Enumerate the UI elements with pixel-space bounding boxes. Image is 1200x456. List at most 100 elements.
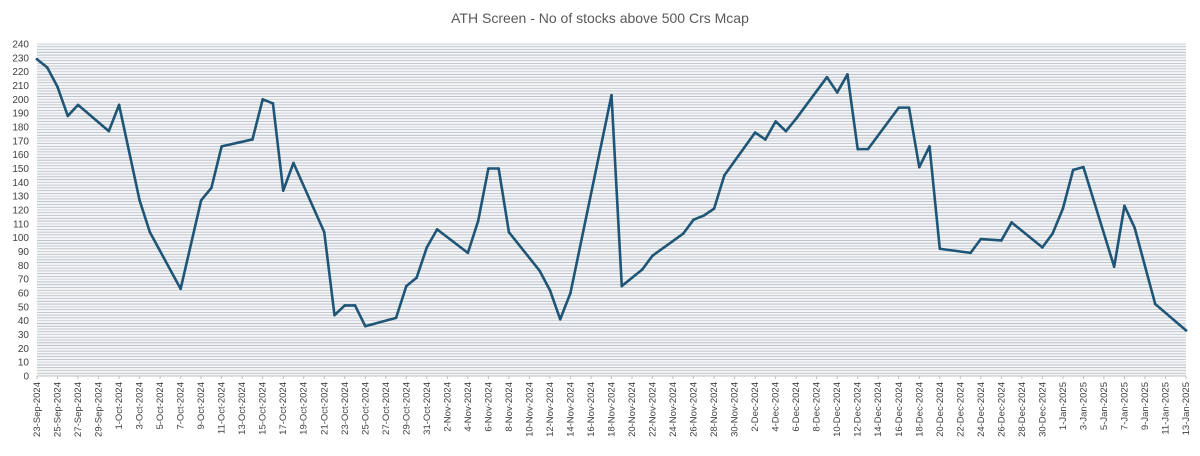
data-point (117, 103, 121, 107)
data-point (1071, 168, 1075, 172)
x-tick-label: 16-Nov-2024 (586, 382, 597, 437)
x-tick-label: 26-Dec-2024 (996, 382, 1007, 437)
y-tick-label: 230 (12, 53, 29, 64)
data-point (692, 218, 695, 221)
y-tick-label: 170 (12, 136, 29, 147)
data-point (969, 251, 972, 255)
x-tick-label: 23-Oct-2024 (340, 382, 351, 435)
data-point (394, 316, 398, 320)
y-axis: 0 10 20 30 40 50 60 70 80 90 100 110 120 130 140 150 160… (12, 40, 29, 383)
y-tick-label: 40 (18, 316, 30, 327)
data-point (353, 304, 357, 307)
x-tick-label: 20-Nov-2024 (627, 382, 638, 437)
data-point (938, 247, 942, 251)
x-tick-label: 2-Nov-2024 (442, 382, 453, 432)
data-point (281, 189, 285, 192)
x-tick-label: 22-Dec-2024 (955, 382, 966, 437)
x-tick-label: 6-Nov-2024 (483, 382, 494, 432)
data-point (558, 317, 562, 321)
data-point (1123, 204, 1126, 208)
x-tick-label: 3-Jan-2025 (1078, 382, 1089, 430)
x-tick-label: 5-Oct-2024 (155, 382, 166, 430)
data-point (856, 147, 860, 151)
data-point (784, 129, 788, 133)
x-tick-label: 7-Jan-2025 (1119, 382, 1130, 430)
data-point (917, 165, 921, 169)
y-tick-label: 80 (18, 261, 30, 272)
y-tick-label: 30 (18, 330, 30, 341)
data-point (897, 106, 901, 109)
series-layer (35, 57, 1188, 332)
x-tick-label: 9-Oct-2024 (196, 382, 207, 430)
y-tick-label: 100 (12, 233, 29, 244)
data-point (405, 284, 408, 288)
x-tick-label: 24-Dec-2024 (976, 382, 987, 437)
data-point (538, 269, 541, 273)
data-point (466, 251, 470, 255)
data-point (220, 145, 223, 148)
data-point (548, 288, 552, 292)
data-point (702, 214, 706, 217)
gridlines (37, 43, 1186, 377)
data-point (292, 161, 295, 165)
x-tick-label: 14-Nov-2024 (565, 382, 576, 437)
y-tick-label: 200 (12, 95, 29, 106)
x-tick-label: 28-Dec-2024 (1017, 382, 1028, 437)
data-point (620, 284, 624, 288)
y-tick-label: 160 (12, 150, 29, 161)
x-tick-label: 4-Nov-2024 (463, 382, 474, 432)
y-tick-label: 240 (12, 40, 29, 51)
data-point (682, 232, 685, 235)
data-point (1112, 265, 1116, 269)
y-tick-label: 140 (12, 178, 29, 189)
x-tick-label: 20-Dec-2024 (935, 382, 946, 437)
x-tick-label: 5-Jan-2025 (1099, 382, 1110, 430)
data-point (1000, 239, 1003, 242)
y-tick-label: 0 (23, 372, 29, 383)
data-point (56, 85, 59, 89)
data-point (1010, 221, 1013, 224)
x-tick-label: 14-Dec-2024 (873, 382, 884, 437)
x-tick-label: 11-Oct-2024 (217, 382, 228, 434)
y-tick-label: 90 (18, 247, 30, 258)
data-point (979, 237, 983, 241)
data-point (45, 66, 49, 69)
data-point (333, 313, 336, 317)
x-tick-label: 30-Nov-2024 (730, 382, 741, 437)
y-tick-label: 10 (18, 358, 30, 369)
x-tick-label: 10-Dec-2024 (832, 382, 843, 437)
x-tick-label: 9-Jan-2025 (1140, 382, 1151, 430)
data-point (640, 268, 644, 271)
data-point (343, 304, 347, 307)
x-tick-label: 16-Dec-2024 (894, 382, 905, 437)
data-point (322, 230, 326, 234)
data-point (1041, 246, 1044, 249)
data-point (651, 254, 654, 257)
data-point (610, 93, 613, 97)
data-point (723, 174, 726, 177)
x-tick-label: 8-Dec-2024 (812, 382, 823, 432)
x-tick-label: 12-Dec-2024 (853, 382, 864, 437)
y-tick-label: 190 (12, 109, 29, 120)
x-tick-label: 24-Nov-2024 (668, 382, 679, 437)
x-axis: 23-Sep-2024 25-Sep-2024 27-Sep-2024 29-Sep-… (32, 375, 1192, 437)
data-point (425, 246, 429, 249)
x-tick-label: 12-Nov-2024 (545, 382, 556, 437)
y-tick-label: 50 (18, 302, 30, 313)
y-tick-label: 210 (12, 81, 29, 92)
x-tick-label: 2-Dec-2024 (750, 382, 761, 432)
x-tick-label: 1-Oct-2024 (114, 382, 125, 430)
data-point (774, 120, 777, 123)
data-point (35, 57, 39, 61)
data-point (753, 131, 757, 134)
x-tick-label: 23-Sep-2024 (32, 382, 43, 437)
data-point (66, 114, 70, 118)
data-point (415, 276, 418, 280)
y-tick-label: 220 (12, 67, 29, 78)
y-tick-label: 120 (12, 206, 29, 217)
data-point (569, 291, 572, 295)
x-tick-label: 15-Oct-2024 (258, 382, 269, 435)
x-tick-label: 10-Nov-2024 (524, 382, 535, 437)
data-point (210, 186, 213, 190)
x-tick-label: 21-Oct-2024 (319, 382, 330, 435)
